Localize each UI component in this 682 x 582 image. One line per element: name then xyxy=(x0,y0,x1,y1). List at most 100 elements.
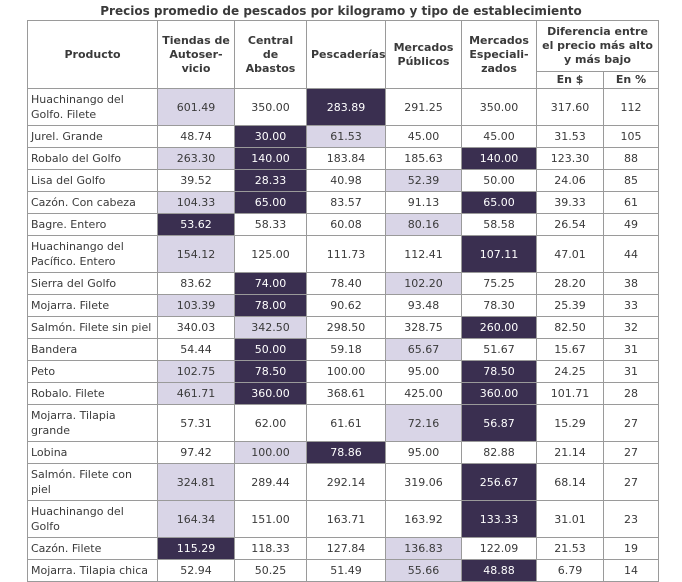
price-cell: 185.63 xyxy=(385,147,462,170)
price-cell: 45.00 xyxy=(385,125,462,148)
difference-pesos-cell: 21.14 xyxy=(536,441,604,464)
price-cell: 461.71 xyxy=(157,382,235,405)
price-cell: 83.62 xyxy=(157,272,235,295)
product-cell: Robalo. Filete xyxy=(27,382,158,405)
table-row: Cazón. Filete 115.29 118.33 127.84 136.8… xyxy=(27,537,659,560)
product-cell: Jurel. Grande xyxy=(27,125,158,148)
price-cell: 256.67 xyxy=(461,463,537,501)
difference-percent-cell: 33 xyxy=(603,294,659,317)
difference-pesos-cell: 28.20 xyxy=(536,272,604,295)
difference-percent-cell: 31 xyxy=(603,360,659,383)
header-mercados-publicos: Mercados Públicos xyxy=(385,20,462,89)
price-cell: 283.89 xyxy=(306,88,386,126)
difference-pesos-cell: 31.53 xyxy=(536,125,604,148)
price-cell: 133.33 xyxy=(461,500,537,538)
header-central: Central de Abastos xyxy=(234,20,307,89)
price-cell: 125.00 xyxy=(234,235,307,273)
difference-percent-cell: 27 xyxy=(603,463,659,501)
header-diferencia: Diferencia entre el precio más alto y má… xyxy=(536,20,659,72)
price-cell: 118.33 xyxy=(234,537,307,560)
difference-pesos-cell: 26.54 xyxy=(536,213,604,236)
price-cell: 102.75 xyxy=(157,360,235,383)
price-cell: 263.30 xyxy=(157,147,235,170)
table-row: Salmón. Filete con piel 324.81 289.44 29… xyxy=(27,463,659,501)
price-cell: 112.41 xyxy=(385,235,462,273)
table-row: Cazón. Con cabeza 104.33 65.00 83.57 91.… xyxy=(27,191,659,214)
difference-percent-cell: 27 xyxy=(603,441,659,464)
price-cell: 52.39 xyxy=(385,169,462,192)
table-row: Robalo. Filete 461.71 360.00 368.61 425.… xyxy=(27,382,659,405)
price-cell: 78.30 xyxy=(461,294,537,317)
table-row: Jurel. Grande 48.74 30.00 61.53 45.00 45… xyxy=(27,125,659,148)
difference-percent-cell: 28 xyxy=(603,382,659,405)
price-cell: 57.31 xyxy=(157,404,235,442)
table-row: Bandera 54.44 50.00 59.18 65.67 51.67 15… xyxy=(27,338,659,361)
header-mercados-especializados: Mercados Especiali-zados xyxy=(461,20,537,89)
price-cell: 111.73 xyxy=(306,235,386,273)
difference-pesos-cell: 21.53 xyxy=(536,537,604,560)
product-cell: Mojarra. Filete xyxy=(27,294,158,317)
price-cell: 65.00 xyxy=(461,191,537,214)
price-cell: 78.50 xyxy=(461,360,537,383)
difference-pesos-cell: 47.01 xyxy=(536,235,604,273)
price-cell: 39.52 xyxy=(157,169,235,192)
header-en-porcentaje: En % xyxy=(603,71,659,89)
price-cell: 340.03 xyxy=(157,316,235,339)
price-cell: 328.75 xyxy=(385,316,462,339)
difference-percent-cell: 31 xyxy=(603,338,659,361)
price-cell: 319.06 xyxy=(385,463,462,501)
price-cell: 151.00 xyxy=(234,500,307,538)
difference-percent-cell: 19 xyxy=(603,537,659,560)
product-cell: Robalo del Golfo xyxy=(27,147,158,170)
header-row: Producto Tiendas de Autoser-vicio Centra… xyxy=(27,20,659,89)
price-cell: 95.00 xyxy=(385,360,462,383)
difference-percent-cell: 27 xyxy=(603,404,659,442)
price-cell: 30.00 xyxy=(234,125,307,148)
price-cell: 58.33 xyxy=(234,213,307,236)
price-cell: 78.50 xyxy=(234,360,307,383)
price-cell: 183.84 xyxy=(306,147,386,170)
price-cell: 28.33 xyxy=(234,169,307,192)
price-cell: 260.00 xyxy=(461,316,537,339)
price-cell: 140.00 xyxy=(234,147,307,170)
price-cell: 53.62 xyxy=(157,213,235,236)
table-row: Peto 102.75 78.50 100.00 95.00 78.50 24.… xyxy=(27,360,659,383)
difference-percent-cell: 105 xyxy=(603,125,659,148)
price-cell: 350.00 xyxy=(234,88,307,126)
product-cell: Salmón. Filete sin piel xyxy=(27,316,158,339)
price-cell: 601.49 xyxy=(157,88,235,126)
difference-percent-cell: 32 xyxy=(603,316,659,339)
price-cell: 291.25 xyxy=(385,88,462,126)
table-row: Salmón. Filete sin piel 340.03 342.50 29… xyxy=(27,316,659,339)
price-cell: 78.86 xyxy=(306,441,386,464)
price-cell: 54.44 xyxy=(157,338,235,361)
product-cell: Huachinango del Golfo xyxy=(27,500,158,538)
table-row: Lisa del Golfo 39.52 28.33 40.98 52.39 5… xyxy=(27,169,659,192)
difference-pesos-cell: 24.25 xyxy=(536,360,604,383)
difference-percent-cell: 61 xyxy=(603,191,659,214)
price-cell: 360.00 xyxy=(461,382,537,405)
price-cell: 93.48 xyxy=(385,294,462,317)
price-cell: 50.00 xyxy=(461,169,537,192)
price-cell: 95.00 xyxy=(385,441,462,464)
table-row: Huachinango del Golfo 164.34 151.00 163.… xyxy=(27,500,659,538)
price-cell: 115.29 xyxy=(157,537,235,560)
price-cell: 91.13 xyxy=(385,191,462,214)
price-cell: 102.20 xyxy=(385,272,462,295)
header-en-pesos: En $ xyxy=(536,71,604,89)
price-cell: 103.39 xyxy=(157,294,235,317)
table-row: Huachinango del Pacífico. Entero 154.12 … xyxy=(27,235,659,273)
difference-pesos-cell: 82.50 xyxy=(536,316,604,339)
table-title: Precios promedio de pescados por kilogra… xyxy=(100,4,582,18)
price-cell: 65.00 xyxy=(234,191,307,214)
product-cell: Mojarra. Tilapia grande xyxy=(27,404,158,442)
price-cell: 127.84 xyxy=(306,537,386,560)
price-cell: 107.11 xyxy=(461,235,537,273)
price-cell: 82.88 xyxy=(461,441,537,464)
price-cell: 83.57 xyxy=(306,191,386,214)
difference-percent-cell: 112 xyxy=(603,88,659,126)
price-cell: 292.14 xyxy=(306,463,386,501)
difference-pesos-cell: 68.14 xyxy=(536,463,604,501)
difference-pesos-cell: 101.71 xyxy=(536,382,604,405)
table-row: Bagre. Entero 53.62 58.33 60.08 80.16 58… xyxy=(27,213,659,236)
